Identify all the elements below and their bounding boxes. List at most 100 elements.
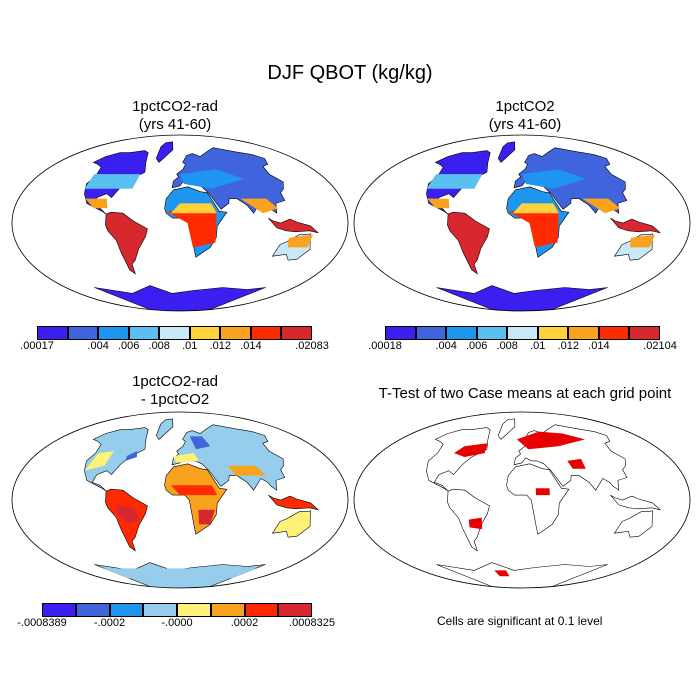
- continent-indonesia: [268, 494, 319, 511]
- continent-africa: [506, 463, 570, 535]
- map-boundary: [11, 134, 349, 312]
- colorbar-tick-label: .006: [465, 340, 488, 352]
- continent-namerica: [84, 427, 149, 492]
- colorbar-swatch: [37, 326, 68, 340]
- colorbar-swatch: [250, 326, 282, 340]
- data-region: [629, 234, 655, 248]
- figure-title: DJF QBOT (kg/kg): [267, 62, 433, 84]
- continent-antarctica: [436, 562, 608, 588]
- continent-greenland: [155, 141, 174, 163]
- map-boundary: [11, 411, 349, 589]
- continent-indonesia: [610, 494, 661, 511]
- colorbar-swatch: [109, 603, 144, 617]
- colorbar-swatch: [598, 326, 630, 340]
- data-region: [170, 203, 217, 214]
- data-region: [227, 465, 267, 476]
- continent-greenland: [497, 141, 516, 163]
- map-panel-2: [353, 134, 691, 312]
- colorbar-tick-label: .004: [435, 340, 457, 352]
- panel-1-title-line2: (yrs 41-60): [138, 116, 212, 133]
- colorbar-swatch: [446, 326, 477, 340]
- colorbar-tick-label: .014: [588, 340, 610, 352]
- colorbar-tick-label: -.0008389: [17, 617, 67, 629]
- colorbar-tick-label: -.0002: [93, 617, 126, 629]
- colorbar-swatch: [281, 326, 312, 340]
- colorbar-tick-label: .006: [117, 340, 140, 352]
- data-region: [494, 570, 510, 577]
- colorbar-tick-label: .012: [209, 340, 232, 352]
- colorbar-swatch: [507, 326, 538, 340]
- colorbar-swatch: [568, 326, 599, 340]
- panel-3-title-line2: - 1pctCO2: [140, 391, 210, 408]
- colorbar-swatch: [210, 603, 245, 617]
- colorbar-swatch: [220, 326, 251, 340]
- colorbar-tick-label: .00017: [20, 340, 54, 352]
- colorbar-tick-label: .008: [148, 340, 170, 352]
- continent-antarctica: [94, 285, 266, 311]
- colorbar-swatch: [244, 603, 279, 617]
- colorbar-panel-3: -.0008389 -.0002 -.0000 .0002 .0008325: [17, 603, 335, 639]
- panel-3-title-line1: 1pctCO2-rad: [132, 373, 218, 390]
- continent-antarctica: [436, 285, 608, 311]
- colorbar-swatch: [98, 326, 129, 340]
- data-region: [84, 451, 114, 471]
- data-region: [198, 509, 215, 525]
- data-region: [110, 213, 144, 248]
- panel-3-title: 1pctCO2-rad - 1pctCO2: [40, 373, 310, 409]
- panel-4-title: T-Test of two Case means at each grid po…: [345, 385, 700, 403]
- data-region: [516, 431, 585, 450]
- colorbar-tick-label: .02104: [643, 340, 677, 352]
- continent-greenland: [155, 418, 174, 440]
- continent-indonesia: [610, 217, 661, 234]
- significance-note: Cells are significant at 0.1 level: [437, 614, 603, 628]
- data-region: [103, 568, 257, 579]
- continent-namerica: [426, 427, 491, 492]
- map-panel-1: [11, 134, 349, 312]
- panel-2-title: 1pctCO2 (yrs 41-60): [390, 98, 660, 134]
- colorbar-tick-label: .012: [557, 340, 580, 352]
- continent-indonesia: [268, 217, 319, 234]
- data-region: [522, 169, 586, 189]
- colorbar-tick-label: .014: [240, 340, 262, 352]
- continent-australia: [613, 510, 653, 538]
- colorbar-tick-label: .008: [496, 340, 518, 352]
- colorbar-swatch: [143, 603, 177, 617]
- data-region: [468, 517, 483, 530]
- map-boundary: [353, 411, 691, 589]
- panel-1-title-line1: 1pctCO2-rad: [132, 98, 218, 115]
- continent-australia: [271, 510, 311, 538]
- continent-greenland: [497, 418, 516, 440]
- data-region: [582, 198, 620, 214]
- data-region: [125, 451, 138, 461]
- data-region: [287, 234, 313, 248]
- colorbar-swatch: [128, 326, 160, 340]
- colorbar-tick-label: .02083: [295, 340, 329, 352]
- colorbar-tick-label: .01: [182, 340, 198, 352]
- continent-samerica: [447, 488, 490, 552]
- panel-1-title: 1pctCO2-rad (yrs 41-60): [40, 98, 310, 134]
- colorbar-panel-2: .00018 .004 .006 .008 .01 .012 .014 .02104: [368, 326, 677, 362]
- colorbar-swatch: [42, 603, 76, 617]
- colorbar-swatch: [476, 326, 508, 340]
- data-region: [426, 174, 483, 189]
- panel-2-title-line1: 1pctCO2: [495, 98, 555, 115]
- map-panel-3: [11, 411, 349, 589]
- map-boundary: [353, 134, 691, 312]
- colorbar-swatch: [159, 326, 190, 340]
- colorbar-swatch: [415, 326, 447, 340]
- data-region: [85, 198, 108, 209]
- data-region: [114, 504, 141, 525]
- data-region: [508, 211, 559, 248]
- colorbar-swatch: [629, 326, 660, 340]
- colorbar-swatch: [177, 603, 211, 617]
- colorbar-tick-label: -.0000: [161, 617, 193, 629]
- colorbar-swatch: [67, 326, 99, 340]
- colorbar-panel-1: .00017 .004 .006 .008 .01 .012 .014 .02083: [20, 326, 329, 362]
- colorbar-tick-label: .0008325: [289, 617, 335, 629]
- panel-2-title-line2: (yrs 41-60): [488, 116, 562, 133]
- data-region: [172, 453, 199, 463]
- panel-4-title-line1: T-Test of two Case means at each grid po…: [378, 385, 672, 402]
- data-region: [535, 488, 550, 496]
- data-region: [84, 174, 141, 189]
- data-region: [512, 203, 559, 214]
